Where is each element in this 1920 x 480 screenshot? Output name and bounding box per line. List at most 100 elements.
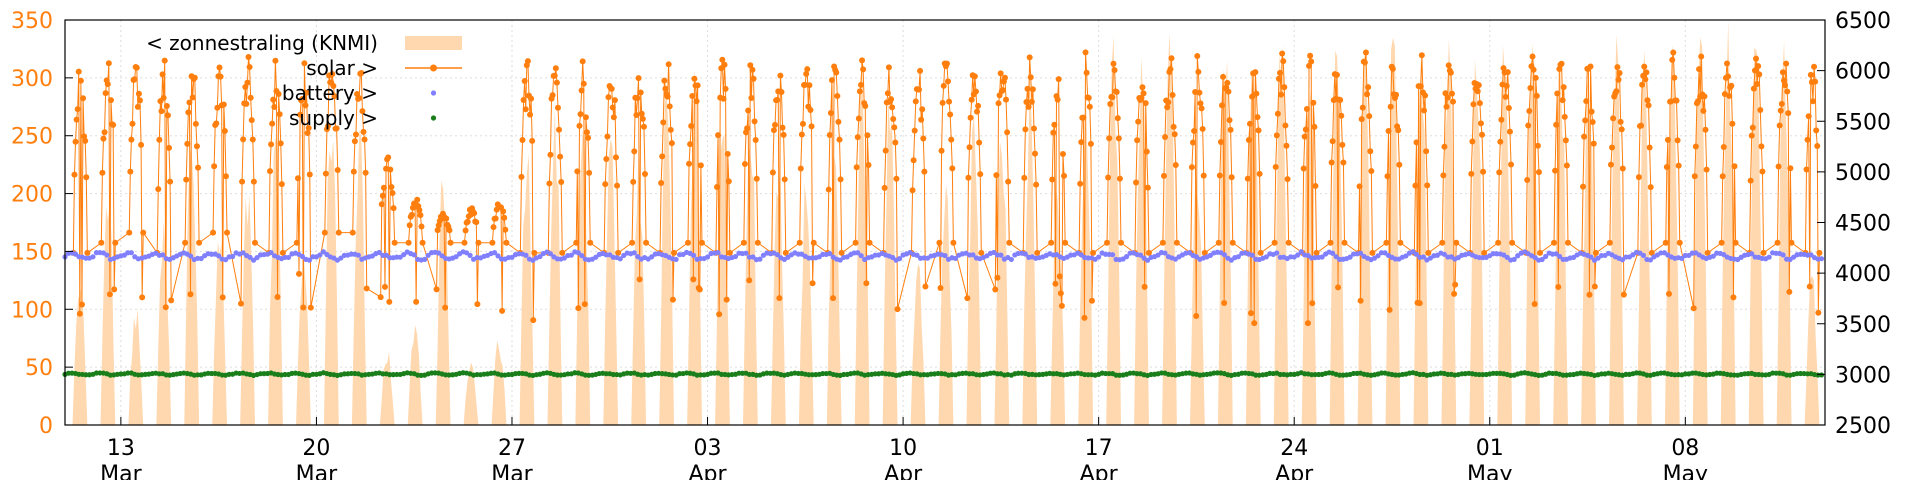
solar-point (107, 97, 114, 104)
solar-point (889, 104, 896, 111)
solar-point (333, 125, 340, 132)
battery-point (858, 253, 864, 259)
solar-point (1023, 99, 1030, 106)
battery-point (1263, 254, 1269, 260)
solar-point (1669, 56, 1676, 63)
solar-point (1357, 297, 1364, 304)
solar-point (1643, 69, 1650, 76)
left-tick-label: 50 (25, 356, 53, 381)
solar-point (1160, 172, 1167, 179)
solar-point (492, 215, 499, 222)
solar-point (356, 95, 363, 102)
solar-point (80, 95, 87, 102)
solar-point (1749, 124, 1756, 131)
solar-point (854, 134, 861, 141)
solar-point (1191, 127, 1198, 134)
solar-point (75, 68, 82, 75)
solar-point (1200, 172, 1207, 179)
solar-point (745, 107, 752, 114)
battery-point (240, 250, 246, 256)
solar-point (1189, 139, 1196, 146)
battery-point (299, 253, 306, 260)
solar-point (1282, 122, 1289, 129)
x-tick-label-day: 17 (1085, 436, 1113, 461)
legend-swatch (405, 36, 462, 50)
solar-point (1776, 122, 1783, 129)
battery-point (998, 252, 1004, 258)
solar-point (1308, 58, 1315, 65)
solar-point (866, 239, 873, 246)
solar-point (802, 81, 809, 88)
solar-point (1690, 305, 1697, 312)
battery-series (62, 249, 1825, 263)
solar-point (490, 224, 497, 231)
solar-point (1026, 54, 1033, 61)
solar-point (329, 70, 336, 77)
x-tick-label-day: 08 (1671, 436, 1699, 461)
solar-point (1216, 172, 1223, 179)
battery-point (1780, 252, 1786, 258)
solar-point (1587, 63, 1594, 70)
solar-point (1337, 97, 1344, 104)
solar-point (267, 168, 274, 175)
solar-point (976, 139, 983, 146)
solar-point (1141, 283, 1148, 290)
solar-point (754, 239, 761, 246)
solar-point (1361, 59, 1368, 66)
solar-point (945, 78, 952, 85)
solar-point (1062, 239, 1069, 246)
solar-point (1005, 178, 1012, 185)
solar-point (307, 304, 314, 311)
solar-point (1054, 96, 1061, 103)
solar-point (1059, 150, 1066, 157)
solar-point (1034, 249, 1041, 256)
solar-point (1775, 163, 1782, 170)
solar-point (1030, 125, 1037, 132)
solar-point (1562, 137, 1569, 144)
battery-point (1539, 256, 1545, 263)
solar-point (1032, 150, 1039, 157)
solar-point (804, 66, 811, 73)
battery-point (306, 257, 313, 263)
solar-point (1441, 143, 1448, 150)
solar-point (894, 306, 901, 313)
solar-point (1356, 183, 1363, 190)
x-axis: 13Mar20Mar27Mar03Apr10Apr17Apr24Apr01May… (100, 417, 1708, 480)
solar-point (244, 79, 251, 86)
solar-point (1696, 66, 1703, 73)
solar-point (1509, 239, 1516, 246)
left-tick-label: 300 (11, 67, 53, 92)
solar-point (1051, 121, 1058, 128)
solar-point (1503, 82, 1510, 89)
solar-point (1553, 121, 1560, 128)
solar-point (1417, 83, 1424, 90)
solar-point (248, 117, 255, 124)
legend-label: supply > (289, 106, 378, 130)
zonnestraling-area (65, 20, 1825, 425)
solar-point (1369, 249, 1376, 256)
solar-point (322, 170, 329, 177)
solar-point (964, 295, 971, 302)
battery-point (1413, 251, 1420, 257)
battery-point (704, 254, 711, 260)
solar-point (999, 87, 1006, 94)
battery-point (453, 254, 459, 260)
solar-point (250, 178, 257, 185)
solar-point (1551, 239, 1558, 246)
x-tick-label-month: Mar (491, 462, 533, 480)
solar-point (1725, 73, 1732, 80)
solar-point (1445, 62, 1452, 69)
solar-point (1313, 249, 1320, 256)
solar-point (408, 211, 415, 218)
solar-point (1248, 310, 1255, 317)
solar-point (691, 75, 698, 82)
solar-point (1217, 138, 1224, 145)
solar-point (1468, 170, 1475, 177)
solar-point (434, 227, 441, 234)
solar-point (168, 297, 175, 304)
solar-point (809, 280, 816, 287)
solar-point (1532, 74, 1539, 81)
solar-point (1424, 182, 1431, 189)
